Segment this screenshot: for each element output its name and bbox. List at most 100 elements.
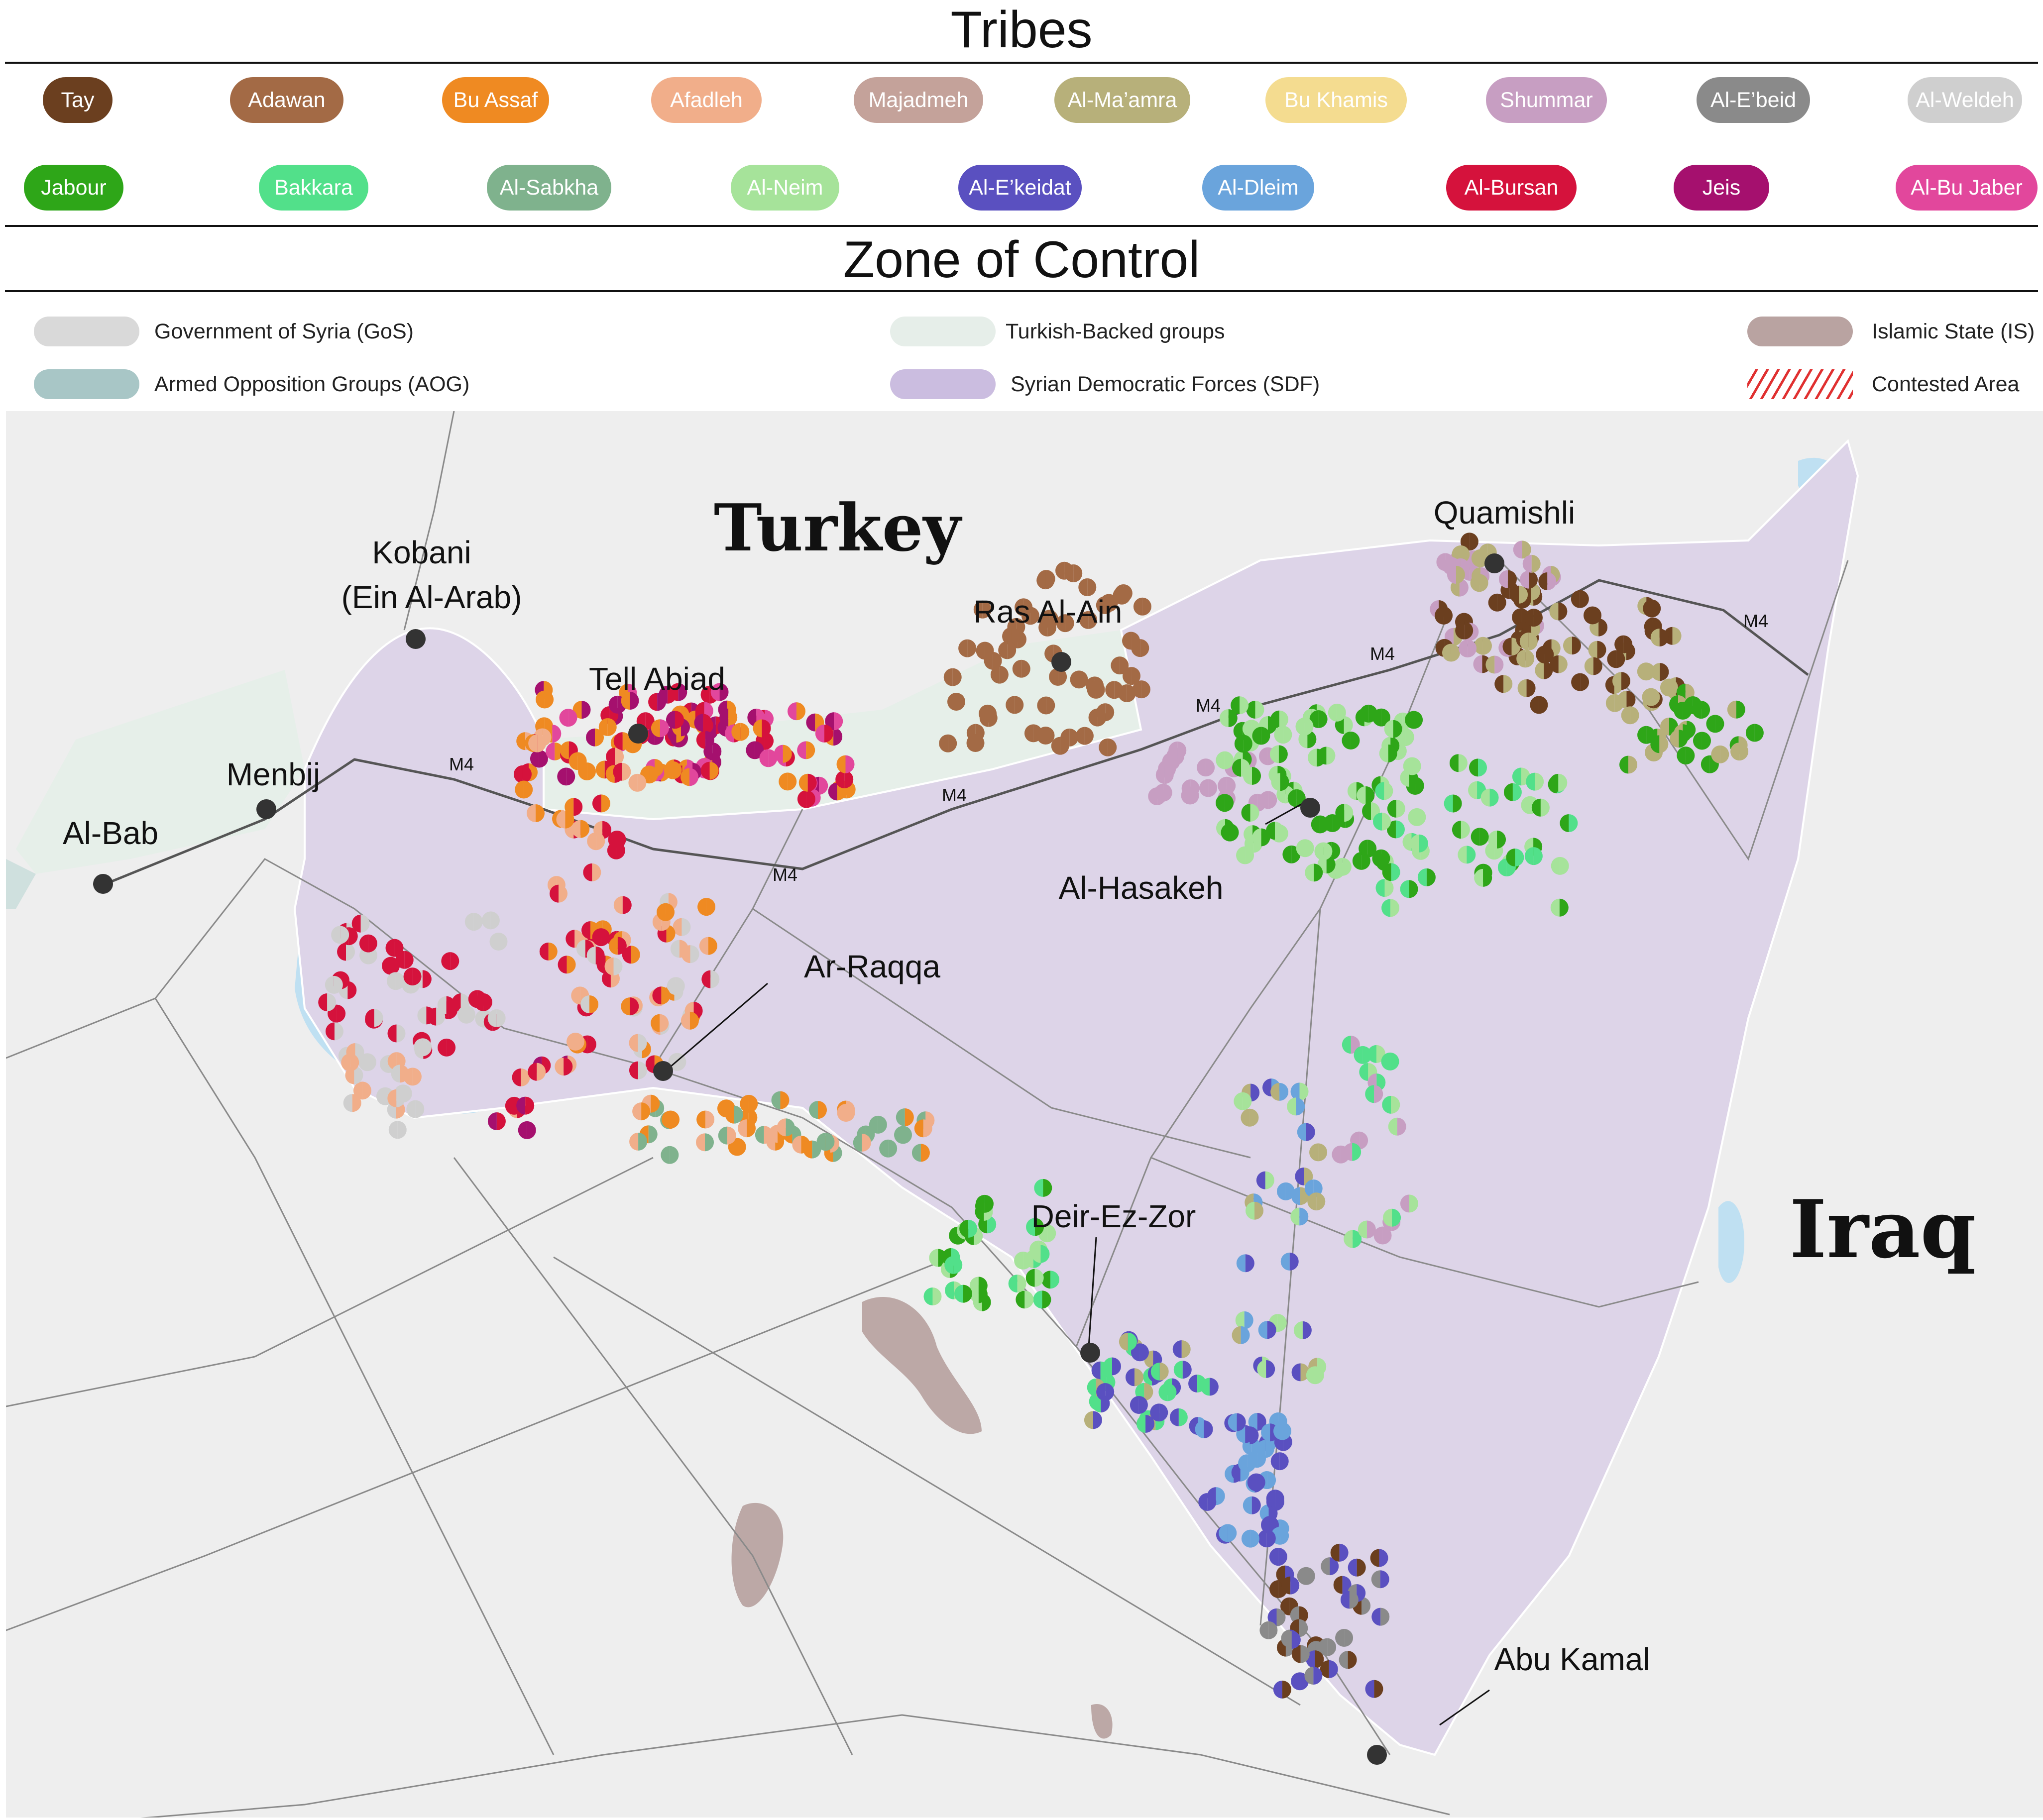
settlement-marker <box>555 1058 573 1076</box>
settlement-marker <box>797 790 815 808</box>
settlement-marker <box>550 884 568 903</box>
settlement-marker <box>815 724 833 743</box>
country-label-turkey: Turkey <box>714 490 963 566</box>
settlement-marker <box>725 1105 743 1124</box>
settlement-marker <box>939 734 957 752</box>
settlement-marker <box>1219 1524 1237 1542</box>
settlement-marker <box>1231 696 1249 715</box>
settlement-marker <box>979 704 997 723</box>
settlement-marker <box>1339 1651 1357 1669</box>
settlement-marker <box>1026 1218 1044 1236</box>
settlement-marker <box>787 702 805 721</box>
settlement-marker <box>1503 783 1522 801</box>
zone-title: Zone of Control <box>843 231 1200 289</box>
tribe-pill-al-dleim: Al-Dleim <box>1202 165 1314 211</box>
settlement-marker <box>1321 1557 1339 1576</box>
settlement-marker <box>1276 1182 1295 1200</box>
settlement-marker <box>1256 1171 1274 1189</box>
settlement-marker <box>607 841 625 859</box>
tribe-pill-al-ekeidat: Al-E’keidat <box>958 165 1082 211</box>
city-label-al-bab: Al-Bab <box>63 815 158 851</box>
settlement-marker <box>586 946 605 964</box>
settlement-marker <box>1342 732 1360 750</box>
settlement-marker <box>1530 696 1548 714</box>
settlement-marker <box>947 693 965 711</box>
settlement-marker <box>489 933 508 951</box>
settlement-marker <box>1130 1396 1148 1414</box>
settlement-marker <box>468 990 486 1008</box>
settlement-marker <box>592 794 610 813</box>
settlement-marker <box>1727 700 1745 719</box>
settlement-marker <box>1234 735 1252 753</box>
settlement-marker <box>1335 804 1354 822</box>
settlement-marker <box>896 1108 914 1126</box>
settlement-marker <box>667 977 685 995</box>
settlement-marker <box>1396 728 1414 747</box>
settlement-marker <box>1498 570 1517 588</box>
settlement-marker <box>973 600 992 619</box>
settlement-marker <box>1199 779 1218 797</box>
settlement-marker <box>661 1146 679 1164</box>
settlement-marker <box>598 718 617 736</box>
city-dot-al-bab <box>93 874 113 894</box>
settlement-marker <box>797 741 815 759</box>
settlement-marker <box>1243 1496 1261 1514</box>
tribe-settlement-markers <box>318 533 1764 1699</box>
settlement-marker <box>1270 1082 1289 1101</box>
settlement-marker <box>1158 1383 1177 1401</box>
settlement-marker <box>753 719 771 738</box>
zone-bottom-divider <box>5 290 2038 292</box>
settlement-marker <box>1650 629 1669 647</box>
settlement-marker <box>1008 1275 1026 1293</box>
settlement-marker <box>1257 1529 1276 1548</box>
settlement-marker <box>1296 839 1314 857</box>
leader-abu-kamal <box>1439 1689 1490 1726</box>
settlement-marker <box>1388 1117 1406 1136</box>
turkish-zone-west <box>16 670 305 874</box>
city-dot-ar-raqqa <box>653 1061 673 1081</box>
leader-ar-raqqa <box>663 982 768 1074</box>
settlement-marker <box>1510 585 1528 604</box>
settlement-marker <box>1031 1245 1050 1263</box>
settlement-marker <box>395 951 414 969</box>
settlement-marker <box>1051 737 1069 755</box>
settlement-marker <box>1195 1420 1213 1438</box>
tribe-pill-jeis: Jeis <box>1674 165 1769 211</box>
settlement-marker <box>1248 1450 1266 1468</box>
settlement-marker <box>325 1022 343 1041</box>
settlement-marker <box>1516 649 1535 668</box>
settlement-marker <box>681 768 699 786</box>
settlement-marker <box>1295 717 1314 736</box>
settlement-marker <box>341 1053 359 1071</box>
aog-zone <box>6 859 36 909</box>
settlement-marker <box>1452 821 1470 839</box>
road-north-kobani <box>403 411 455 631</box>
settlement-marker <box>1036 727 1055 745</box>
tribe-pill-al-ebeid: Al-E’beid <box>1697 77 1810 123</box>
settlement-marker <box>954 1285 972 1303</box>
m4-label-2: M4 <box>773 864 797 885</box>
settlement-marker <box>1173 1361 1192 1379</box>
city-labels: Kobani (Ein Al-Arab) Tell Abiad Ras Al-A… <box>63 495 1650 1677</box>
settlement-marker <box>1730 743 1749 761</box>
settlement-marker <box>1290 1207 1309 1226</box>
road-west-2 <box>453 1157 853 1755</box>
settlement-marker <box>464 913 483 931</box>
settlement-marker <box>1458 846 1476 864</box>
settlement-marker <box>1155 766 1174 784</box>
settlement-marker <box>1056 614 1074 633</box>
settlement-marker <box>1309 1143 1328 1162</box>
settlement-marker <box>1373 812 1391 831</box>
settlement-marker <box>1551 856 1569 875</box>
city-dot-abu-kamal <box>1367 1745 1387 1765</box>
settlement-marker <box>1474 637 1492 655</box>
settlement-marker <box>621 691 639 710</box>
settlement-marker <box>651 1014 669 1032</box>
settlement-marker <box>1216 794 1234 812</box>
settlement-marker <box>628 773 647 792</box>
settlement-marker <box>777 1118 795 1137</box>
settlement-marker <box>1241 803 1259 822</box>
settlement-marker <box>681 1011 699 1030</box>
settlement-marker <box>1469 758 1487 777</box>
settlement-marker <box>526 804 545 823</box>
